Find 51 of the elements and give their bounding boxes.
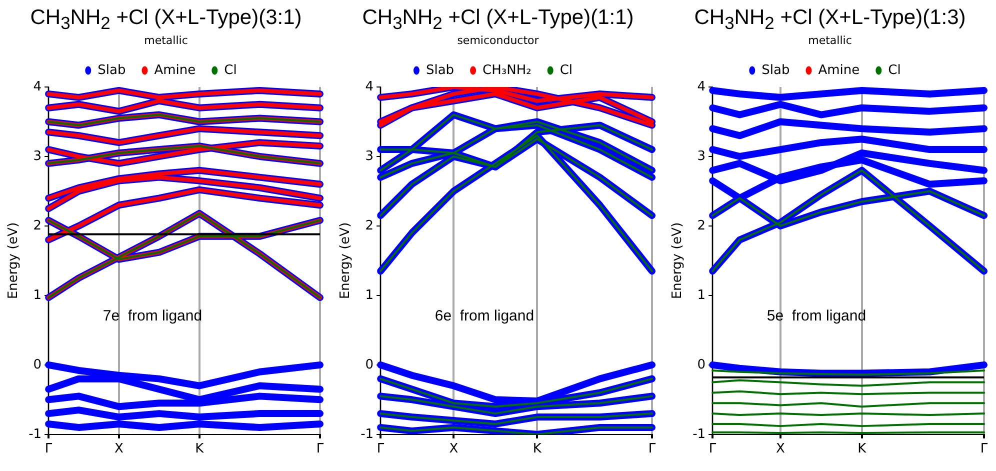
y-tick-label: 1 xyxy=(365,288,374,304)
y-tick-label: 3 xyxy=(365,149,374,164)
y-axis-title: Energy (eV) xyxy=(6,222,22,300)
legend-label: Cl xyxy=(224,63,237,78)
y-tick-label: 0 xyxy=(697,357,706,372)
y-axis-title: Energy (eV) xyxy=(670,222,686,300)
x-tick-label: X xyxy=(449,442,458,457)
annotation: 6e from ligand xyxy=(434,308,534,325)
chart-subtitle: metallic xyxy=(143,34,189,48)
y-tick-label: 0 xyxy=(365,357,374,372)
chart-title: CH$_{3}$NH$_{2}$ +Cl (X+L-Type)(1:1) xyxy=(361,6,635,34)
legend-label: Cl xyxy=(560,63,573,78)
y-axis-title: Energy (eV) xyxy=(338,222,354,300)
legend-label: Cl xyxy=(888,63,901,78)
x-tick-label: Γ xyxy=(708,442,717,457)
y-tick-label: 2 xyxy=(33,218,42,234)
x-tick-label: Γ xyxy=(44,442,53,457)
x-tick-label: K xyxy=(532,442,542,457)
legend-label: CH₃NH₂ xyxy=(482,63,532,78)
y-tick-label: 4 xyxy=(697,80,706,95)
x-tick-label: X xyxy=(114,442,124,457)
y-tick-label: 4 xyxy=(365,80,374,95)
y-tick-label: 1 xyxy=(697,288,706,304)
x-tick-label: X xyxy=(776,442,785,457)
y-tick-label: 4 xyxy=(33,80,42,95)
chart-title: CH$_{3}$NH$_{2}$ +Cl (X+L-Type)(1:3) xyxy=(693,6,967,34)
y-tick-label: 2 xyxy=(365,218,374,234)
y-tick-label: 0 xyxy=(33,357,42,372)
y-tick-label: -1 xyxy=(28,426,42,442)
annotation: 7e from ligand xyxy=(102,308,202,325)
x-tick-label: Γ xyxy=(316,442,324,457)
y-tick-label: 3 xyxy=(697,149,706,164)
x-tick-label: Γ xyxy=(376,442,385,457)
y-tick-label: 1 xyxy=(33,288,42,304)
y-tick-label: -1 xyxy=(692,426,706,442)
legend-label: Amine xyxy=(154,63,196,78)
y-tick-label: -1 xyxy=(360,426,374,442)
legend-label: Slab xyxy=(98,63,126,78)
x-tick-label: Γ xyxy=(980,442,988,457)
y-tick-label: 3 xyxy=(33,149,42,164)
chart-subtitle: metallic xyxy=(807,34,853,48)
legend-label: Slab xyxy=(426,63,454,78)
y-tick-label: 2 xyxy=(697,218,706,234)
legend-label: Slab xyxy=(762,63,790,78)
annotation: 5e from ligand xyxy=(766,308,866,325)
x-tick-label: Γ xyxy=(648,442,656,457)
x-tick-label: K xyxy=(858,442,867,457)
chart-title: CH$_{3}$NH$_{2}$ +Cl (X+L-Type)(3:1) xyxy=(29,6,303,34)
x-tick-label: K xyxy=(195,442,204,457)
chart-subtitle: semiconductor xyxy=(456,34,540,48)
legend-label: Amine xyxy=(818,63,860,78)
